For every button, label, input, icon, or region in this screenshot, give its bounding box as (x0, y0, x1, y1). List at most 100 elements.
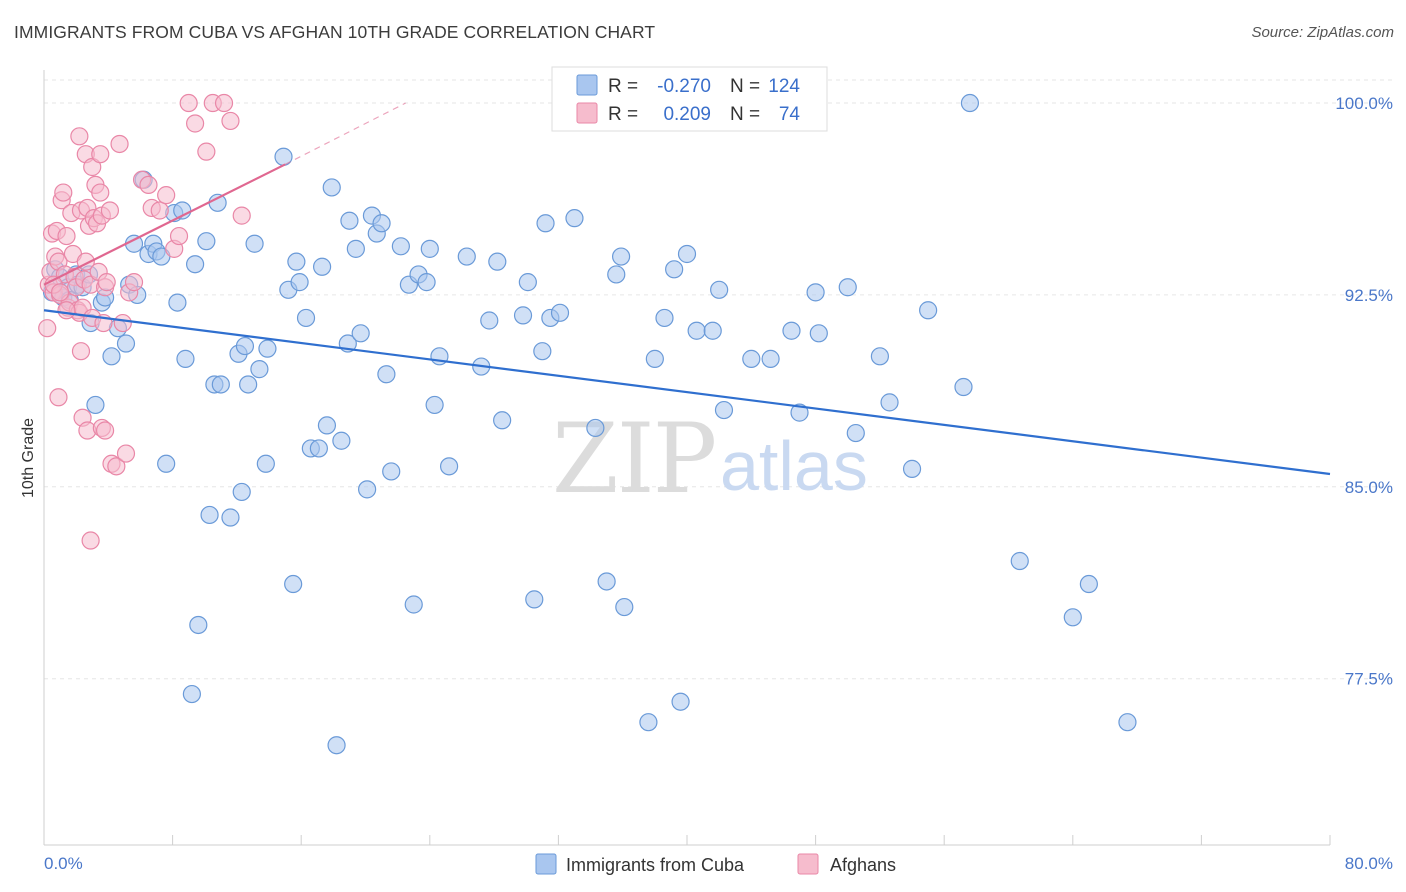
cuba-point (550, 303, 570, 322)
cuba-point (317, 416, 337, 435)
cuba-point (417, 273, 436, 292)
cuba-point (742, 349, 761, 368)
legend-top: R = -0.270 N = 124 R = 0.209 N = 74 (551, 66, 828, 132)
cuba-point (322, 178, 341, 197)
cuba-point (518, 273, 537, 292)
cuba-point (232, 482, 251, 502)
cuba-point (157, 454, 176, 473)
cuba-point (235, 336, 255, 356)
cuba-point (703, 321, 722, 340)
watermark: ZIP atlas (552, 403, 868, 515)
afghan-point (91, 145, 110, 164)
afghan-point (139, 175, 158, 194)
cuba-point (358, 480, 377, 499)
afghan-point (38, 319, 57, 338)
afghan-point (54, 183, 73, 202)
legend-r-label-cuba: R = (608, 76, 638, 97)
watermark-atlas: atlas (720, 427, 868, 505)
cuba-point (327, 736, 346, 755)
cuba-point (645, 349, 664, 368)
series-cuba-points (42, 93, 1137, 755)
cuba-point (846, 423, 865, 443)
watermark-zip: ZIP (552, 403, 715, 515)
cuba-point (880, 393, 899, 412)
cuba-point (245, 234, 264, 253)
afghan-point (110, 134, 129, 154)
cuba-point (296, 308, 316, 328)
afghan-point (95, 421, 115, 440)
cuba-point (391, 237, 410, 256)
cuba-point (256, 454, 275, 473)
x-tick-marks (43, 835, 1331, 845)
cuba-point (761, 349, 780, 368)
cuba-point (960, 93, 980, 113)
cuba-point (533, 342, 552, 361)
y-tick-label: 100.0% (1335, 94, 1393, 113)
afghan-point (214, 93, 234, 113)
cuba-point (309, 439, 328, 458)
afghan-point (169, 226, 189, 246)
cuba-point (382, 462, 401, 481)
cuba-point (439, 457, 459, 476)
afghan-point (113, 313, 132, 333)
legend-swatch-afghan (576, 102, 598, 124)
bottom-legend-swatch-cuba (535, 853, 557, 875)
cuba-point (340, 211, 359, 230)
afghan-point (71, 342, 91, 361)
x-tick-label-end: 80.0% (1345, 854, 1393, 873)
cuba-point (790, 403, 809, 422)
cuba-point (806, 283, 825, 302)
trend-line-afghan (43, 163, 286, 286)
y-tick-label: 85.0% (1345, 478, 1393, 497)
legend-n-value-afghan: 74 (779, 104, 801, 125)
bottom-legend-label-afghan: Afghans (830, 855, 896, 875)
cuba-point (420, 239, 439, 258)
cuba-point (116, 334, 136, 353)
x-tick-label-start: 0.0% (44, 854, 83, 873)
bottom-legend-label-cuba: Immigrants from Cuba (566, 855, 745, 875)
afghan-point (81, 531, 100, 550)
afghan-point (100, 201, 120, 220)
legend-r-value-afghan: 0.209 (663, 104, 711, 125)
cuba-point (493, 411, 512, 430)
cuba-point (182, 684, 201, 704)
cuba-point (332, 431, 351, 450)
legend-box (551, 66, 828, 132)
cuba-point (480, 311, 499, 330)
afghan-point (107, 457, 126, 476)
cuba-point (488, 252, 507, 271)
cuba-point (671, 692, 690, 711)
cuba-point (513, 306, 533, 325)
cuba-point (838, 278, 857, 297)
afghan-point (124, 273, 144, 292)
cuba-point (351, 324, 370, 343)
cuba-point (714, 400, 734, 420)
y-tick-labels: 77.5% 85.0% 92.5% 100.0% (1335, 94, 1393, 689)
trend-line-afghan-extension (284, 102, 406, 165)
afghan-point (179, 93, 198, 113)
cuba-point (86, 395, 105, 415)
cuba-point (782, 321, 801, 340)
cuba-point (168, 293, 187, 312)
cuba-point (809, 324, 828, 343)
cuba-point (607, 265, 626, 284)
afghan-point (49, 388, 68, 407)
cuba-point (312, 257, 332, 276)
cuba-point (536, 214, 555, 233)
cuba-point (258, 339, 277, 358)
afghan-point (57, 226, 76, 246)
afghan-point (186, 114, 205, 133)
afghan-point (91, 183, 110, 202)
cuba-point (1079, 574, 1098, 594)
cuba-point (586, 418, 605, 438)
cuba-point (425, 395, 444, 415)
source-credit: Source: ZipAtlas.com (1251, 24, 1394, 41)
cuba-point (211, 375, 230, 394)
cuba-point (655, 308, 674, 328)
afghan-point (83, 157, 102, 177)
cuba-point (377, 365, 396, 384)
trend-lines (43, 102, 1331, 476)
legend-n-label-afghan: N = (730, 104, 760, 125)
afghan-point (150, 201, 169, 220)
cuba-point (710, 280, 729, 299)
